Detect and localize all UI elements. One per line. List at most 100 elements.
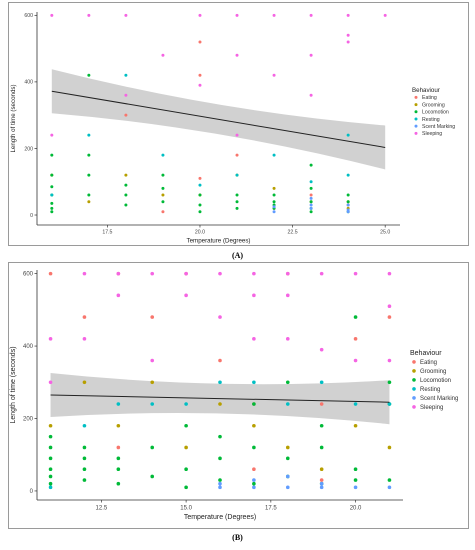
panel-b-point-resting <box>353 402 358 406</box>
panel-a-x-tick-label: 25.0 <box>380 230 390 236</box>
panel-b-point-locomotion <box>184 467 188 472</box>
panel-b-point-sleeping <box>387 271 392 276</box>
panel-b-point-locomotion <box>285 380 290 385</box>
panel-b-point-locomotion <box>319 445 324 450</box>
panel-a-legend-label: Resting <box>422 117 440 123</box>
panel-b-legend-swatch <box>412 405 416 409</box>
panel-a-legend-swatch <box>414 103 418 107</box>
panel-a-point-grooming <box>124 173 128 177</box>
panel-a-point-resting <box>87 133 91 137</box>
panel-b-point-sleeping <box>252 293 256 298</box>
panel-b-point-scent-marking <box>252 485 256 490</box>
panel-b-point-grooming <box>387 445 392 450</box>
panel-b-point-locomotion <box>116 456 121 461</box>
panel-b-point-locomotion <box>82 467 87 472</box>
panel-b-y-tick-label: 400 <box>23 344 34 350</box>
panel-b-legend-swatch <box>412 378 416 382</box>
panel-a-point-locomotion <box>50 185 54 189</box>
panel-b-point-locomotion <box>218 478 222 482</box>
panel-b-point-scent-marking <box>387 485 392 490</box>
panel-b-point-eating <box>82 315 87 319</box>
panel-b-point-sleeping <box>252 337 256 341</box>
panel-a-point-locomotion <box>346 193 350 197</box>
panel-b-point-locomotion <box>353 467 358 472</box>
panel-b-point-resting <box>116 402 121 406</box>
panel-b-y-tick-label: 0 <box>30 489 34 495</box>
panel-a-point-locomotion <box>50 210 54 214</box>
panel-a-legend-swatch <box>414 110 418 114</box>
panel-b-x-tick-label: 20.0 <box>350 506 362 512</box>
panel-b-point-locomotion <box>82 445 87 450</box>
panel-a-legend-title: Behaviour <box>412 87 440 94</box>
panel-b-point-eating <box>252 467 256 472</box>
panel-b-trend-line <box>50 394 390 403</box>
panel-a-point-locomotion <box>124 183 128 187</box>
panel-b-x-tick-label: 12.5 <box>96 506 108 512</box>
panel-a-y-tick-label: 200 <box>24 146 33 152</box>
panel-a-point-scent-marking <box>346 208 350 212</box>
panel-a-point-scent-marking <box>309 196 313 200</box>
panel-b-y-axis-title: Length of time (seconds) <box>10 346 17 423</box>
panel-b-point-grooming <box>252 423 256 428</box>
panel-a-point-locomotion <box>198 193 202 197</box>
panel-b-point-eating <box>218 358 222 363</box>
panel-b-point-scent-marking <box>285 485 290 490</box>
panel-a-legend-swatch <box>414 131 418 135</box>
panel-a-x-tick-label: 20.0 <box>195 230 205 236</box>
panel-b-point-eating <box>319 402 324 406</box>
panel-b-legend-title: Behaviour <box>410 350 442 357</box>
panel-a-legend-label: Sleeping <box>422 131 442 137</box>
panel-b-y-tick-label: 600 <box>23 272 34 278</box>
panel-b-point-sleeping <box>82 271 87 276</box>
panel-b-point-locomotion <box>184 423 188 428</box>
panel-b-y-tick-label: 200 <box>23 417 34 423</box>
panel-a-point-locomotion <box>87 73 91 77</box>
panel-b-point-eating <box>116 445 121 450</box>
panel-b-point-resting <box>319 380 324 385</box>
panel-b-legend-label: Locomotion <box>420 378 451 384</box>
panel-a-point-locomotion <box>124 193 128 197</box>
panel-a-point-resting <box>235 173 239 177</box>
panel-b-legend-swatch <box>412 369 416 373</box>
panel-a-point-locomotion <box>87 173 91 177</box>
panel-a-point-eating <box>309 193 313 197</box>
panel-a-legend-label: Locomotion <box>422 110 449 116</box>
panel-a-point-sleeping <box>346 13 350 17</box>
panel-b-point-locomotion <box>353 315 358 319</box>
panel-a-point-resting <box>198 183 202 187</box>
panel-b-point-locomotion <box>387 478 392 482</box>
panel-b-point-locomotion <box>252 402 256 406</box>
panel-b-point-grooming <box>82 380 87 385</box>
panel-b-point-locomotion <box>353 478 358 482</box>
panel-a-point-locomotion <box>309 210 313 214</box>
panel-b-x-axis-title: Temperature (Degrees) <box>184 514 256 521</box>
panel-b-point-eating <box>353 337 358 341</box>
panel-a-point-sleeping <box>272 13 276 17</box>
panel-a-point-resting <box>346 133 350 137</box>
panel-a-caption: (A) <box>231 251 244 260</box>
panel-b-point-grooming <box>150 380 155 385</box>
panel-b-point-sleeping <box>82 337 87 341</box>
panel-b-point-grooming <box>116 423 121 428</box>
panel-a-point-resting <box>346 173 350 177</box>
panel-b-legend-swatch <box>412 360 416 364</box>
panel-b-point-sleeping <box>218 315 222 319</box>
panel-a-y-axis-title: Length of time (seconds) <box>10 84 17 152</box>
panel-a-point-resting <box>124 73 128 77</box>
panel-b-point-sleeping <box>353 271 358 276</box>
panel-a-point-sleeping <box>50 13 54 17</box>
panel-b-point-eating <box>387 315 392 319</box>
panel-b-point-grooming <box>218 402 222 406</box>
panel-b-point-locomotion <box>150 445 155 450</box>
panel-b-point-sleeping <box>116 271 121 276</box>
panel-a-point-scent-marking <box>309 206 313 210</box>
panel-b-point-scent-marking <box>319 485 324 490</box>
panel-b-point-locomotion <box>252 481 256 486</box>
panel-a-point-sleeping <box>198 13 202 17</box>
panel-b-point-scent-marking <box>353 485 358 490</box>
panel-a-x-tick-label: 17.5 <box>102 230 112 236</box>
panel-a-y-tick-label: 400 <box>24 80 33 86</box>
panel-b-legend-swatch <box>412 396 416 400</box>
panel-b-point-locomotion <box>387 380 392 385</box>
panel-b-point-resting <box>82 423 87 428</box>
